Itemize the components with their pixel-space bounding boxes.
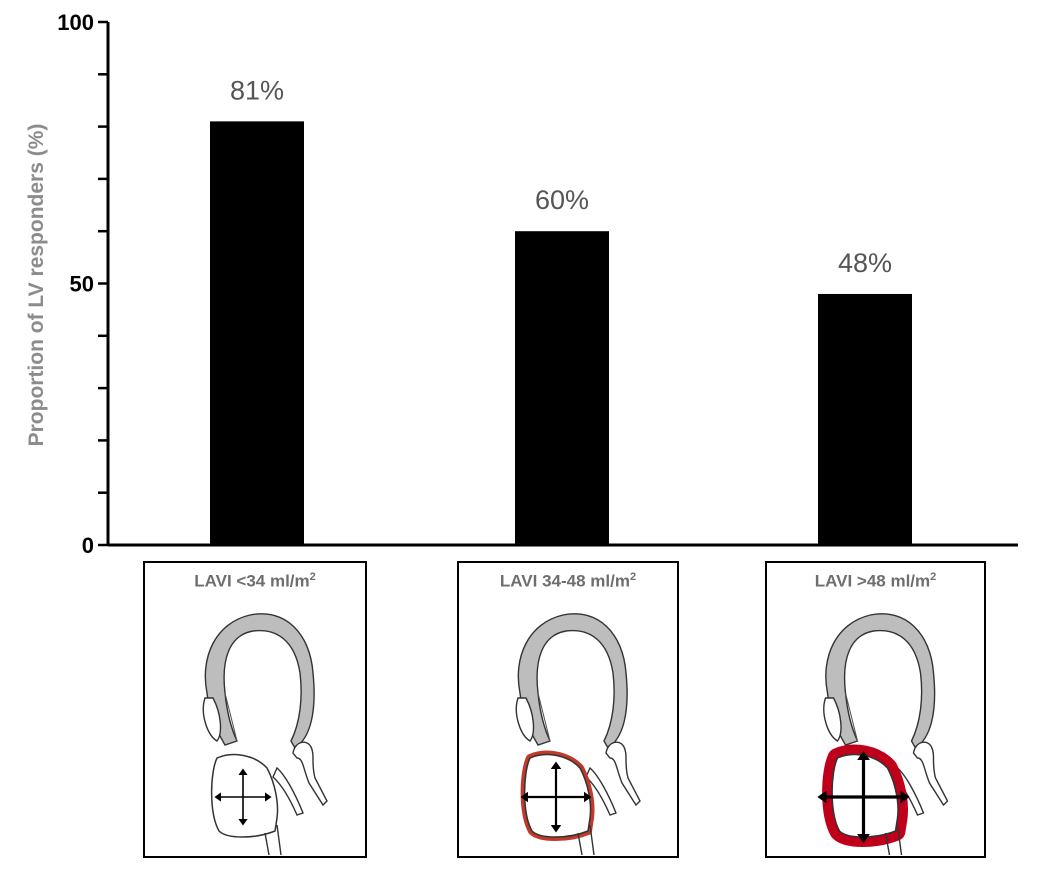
bar-chart: 0 50 100 81% 60% 48% Proportion of LV respon…: [25, 10, 1018, 558]
y-tick-label: 50: [70, 272, 94, 297]
data-label-2: 60%: [535, 185, 589, 215]
y-tick-label: 0: [82, 533, 94, 558]
y-tick-label: 100: [57, 10, 94, 35]
heart-diagram-icon: [515, 613, 641, 856]
bars-group: 81% 60% 48%: [210, 75, 912, 546]
panel-lavi-small: LAVI <34 ml/m2: [143, 561, 367, 858]
expansion-arrow-icon: [214, 768, 272, 826]
bar-3: [818, 293, 912, 545]
heart-diagram-icon: [817, 613, 949, 856]
bar-2: [515, 231, 609, 545]
panel-lavi-large: LAVI >48 ml/m2: [765, 561, 986, 858]
panel-lavi-medium: LAVI 34-48 ml/m2: [457, 561, 679, 858]
expansion-arrow-icon: [817, 750, 910, 844]
y-axis-label: Proportion of LV responders (%): [25, 124, 48, 447]
panel-title: LAVI 34-48 ml/m2: [499, 571, 637, 591]
heart-diagram-icon: [202, 613, 328, 856]
panel-title: LAVI <34 ml/m2: [194, 571, 316, 591]
data-label-3: 48%: [838, 248, 892, 278]
data-label-1: 81%: [230, 75, 284, 105]
expansion-arrow-icon: [520, 761, 592, 833]
bar-1: [210, 121, 304, 546]
panel-title: LAVI >48 ml/m2: [814, 571, 937, 591]
